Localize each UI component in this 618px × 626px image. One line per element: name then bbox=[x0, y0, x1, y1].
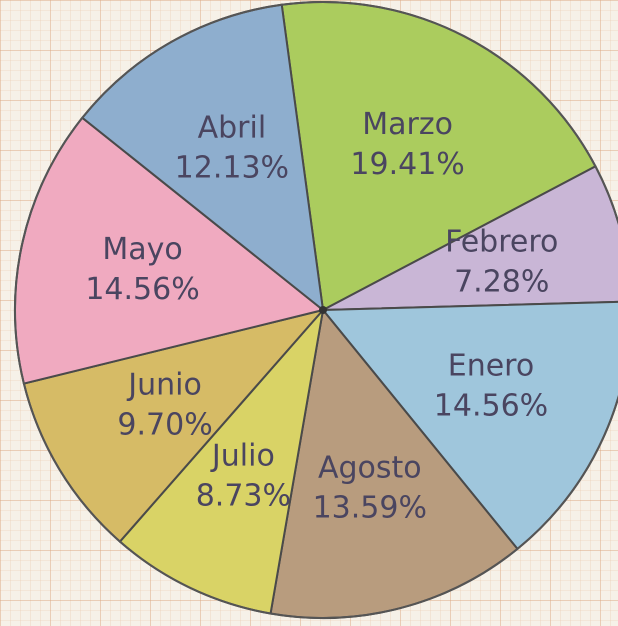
slice-value-label: 9.70% bbox=[117, 407, 212, 442]
pie-center bbox=[319, 306, 327, 314]
slice-value-label: 14.56% bbox=[434, 389, 548, 424]
slice-label: Junio bbox=[126, 367, 202, 402]
slice-label: Febrero bbox=[445, 225, 558, 260]
slice-value-label: 7.28% bbox=[454, 265, 549, 300]
slice-label: Enero bbox=[448, 349, 534, 384]
slice-value-label: 12.13% bbox=[175, 151, 289, 186]
slice-label: Agosto bbox=[318, 450, 422, 485]
slice-value-label: 8.73% bbox=[196, 478, 291, 513]
slice-value-label: 19.41% bbox=[350, 147, 464, 182]
slice-label: Mayo bbox=[102, 232, 182, 267]
slice-value-label: 14.56% bbox=[85, 272, 199, 307]
slice-value-label: 13.59% bbox=[313, 490, 427, 525]
slice-label: Abril bbox=[198, 111, 267, 146]
slice-label: Julio bbox=[210, 438, 275, 473]
slice-label: Marzo bbox=[362, 107, 453, 142]
pie-outline bbox=[14, 1, 618, 619]
pie: Marzo 19.41% Febrero 7.28% Enero 14.56% Agosto… bbox=[14, 1, 618, 619]
